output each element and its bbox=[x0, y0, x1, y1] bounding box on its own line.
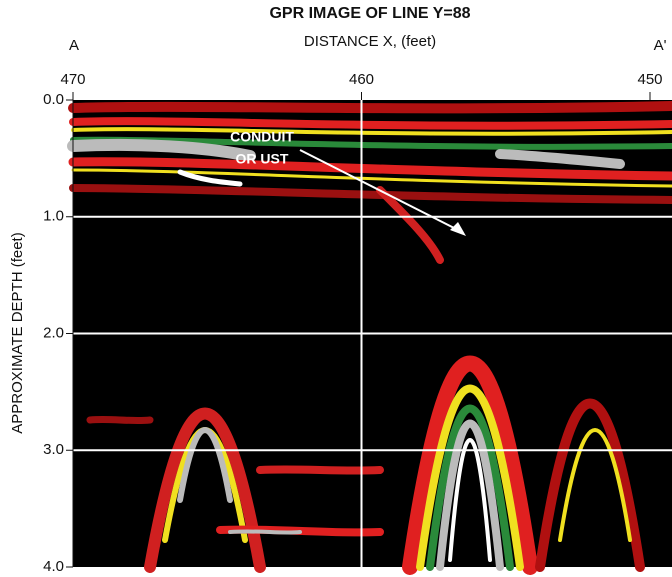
right-marker: A' bbox=[654, 37, 667, 54]
left-marker: A bbox=[69, 37, 79, 54]
x-tick-label: 450 bbox=[637, 71, 662, 88]
axes: 470 460 450 0.0 1.0 2.0 3.0 4.0 bbox=[43, 71, 662, 575]
x-tick-label: 470 bbox=[60, 71, 85, 88]
y-tick-label: 0.0 bbox=[43, 91, 64, 108]
y-tick-label: 4.0 bbox=[43, 558, 64, 575]
y-tick-label: 3.0 bbox=[43, 441, 64, 458]
grid bbox=[73, 100, 672, 567]
annotation: CONDUIT bbox=[230, 129, 294, 145]
annotation: OR UST bbox=[236, 151, 289, 167]
chart-title: GPR IMAGE OF LINE Y=88 bbox=[269, 5, 470, 22]
y-axis-label: APPROXIMATE DEPTH (feet) bbox=[9, 232, 26, 433]
radar-reflections bbox=[67, 101, 672, 575]
x-tick-label: 460 bbox=[349, 71, 374, 88]
arrow-head bbox=[450, 222, 466, 236]
y-tick-label: 1.0 bbox=[43, 208, 64, 225]
annotation-arrow bbox=[299, 149, 463, 233]
x-axis-label: DISTANCE X, (feet) bbox=[304, 33, 436, 50]
y-tick-label: 2.0 bbox=[43, 324, 64, 341]
radargram: CONDUIT OR UST bbox=[67, 100, 672, 575]
